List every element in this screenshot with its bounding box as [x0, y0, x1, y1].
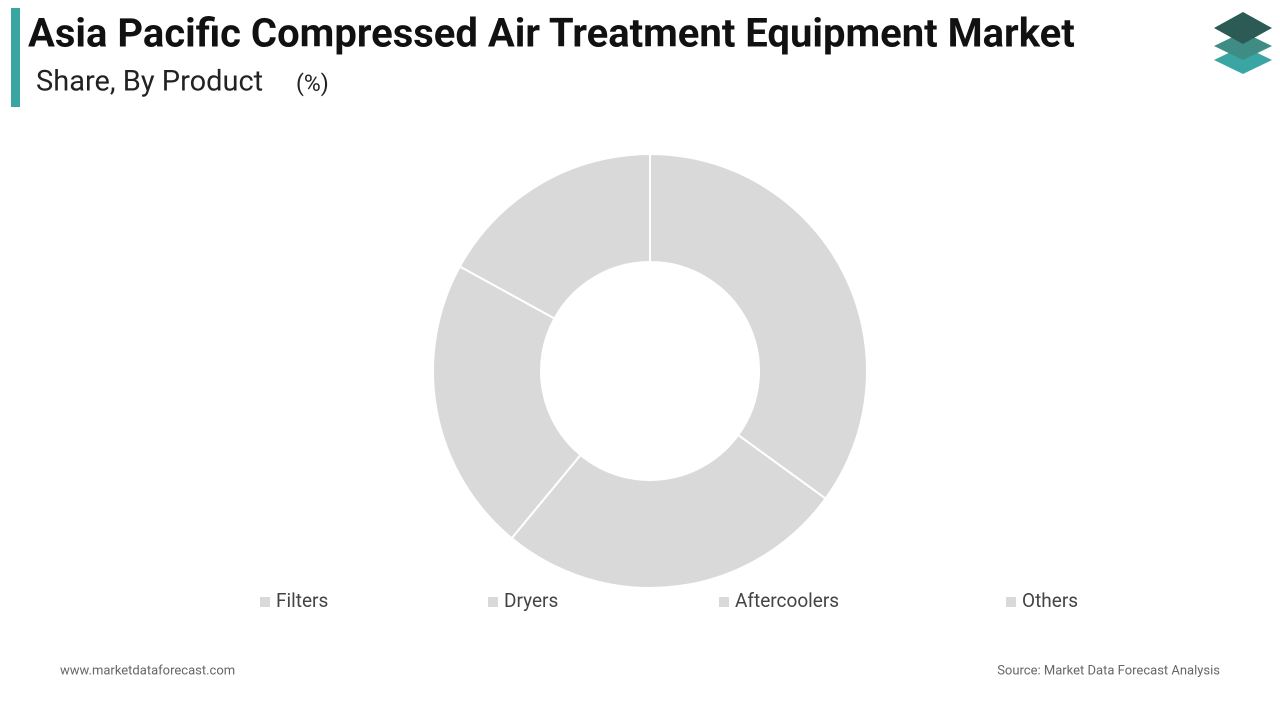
donut-segment	[432, 265, 582, 540]
source: Source: Market Data Forecast Analysis	[997, 663, 1220, 678]
legend-label: Dryers	[504, 589, 558, 612]
legend-label: Filters	[276, 589, 328, 612]
legend-swatch	[488, 597, 498, 607]
donut-segment	[649, 152, 868, 500]
chart-title: Asia Pacific Compressed Air Treatment Eq…	[28, 10, 1075, 57]
legend-label: Aftercoolers	[735, 589, 839, 612]
donut-segment	[510, 433, 827, 589]
unit-label: (%)	[296, 70, 329, 97]
legend-swatch	[719, 597, 729, 607]
legend-label: Others	[1022, 589, 1078, 612]
chart-subtitle: Share, By Product	[36, 65, 263, 99]
logo	[1214, 12, 1272, 74]
website: www.marketdataforecast.com	[60, 663, 235, 678]
title-accent	[11, 8, 20, 107]
legend-swatch	[1006, 597, 1016, 607]
donut-segment	[458, 152, 651, 320]
legend-swatch	[260, 597, 270, 607]
